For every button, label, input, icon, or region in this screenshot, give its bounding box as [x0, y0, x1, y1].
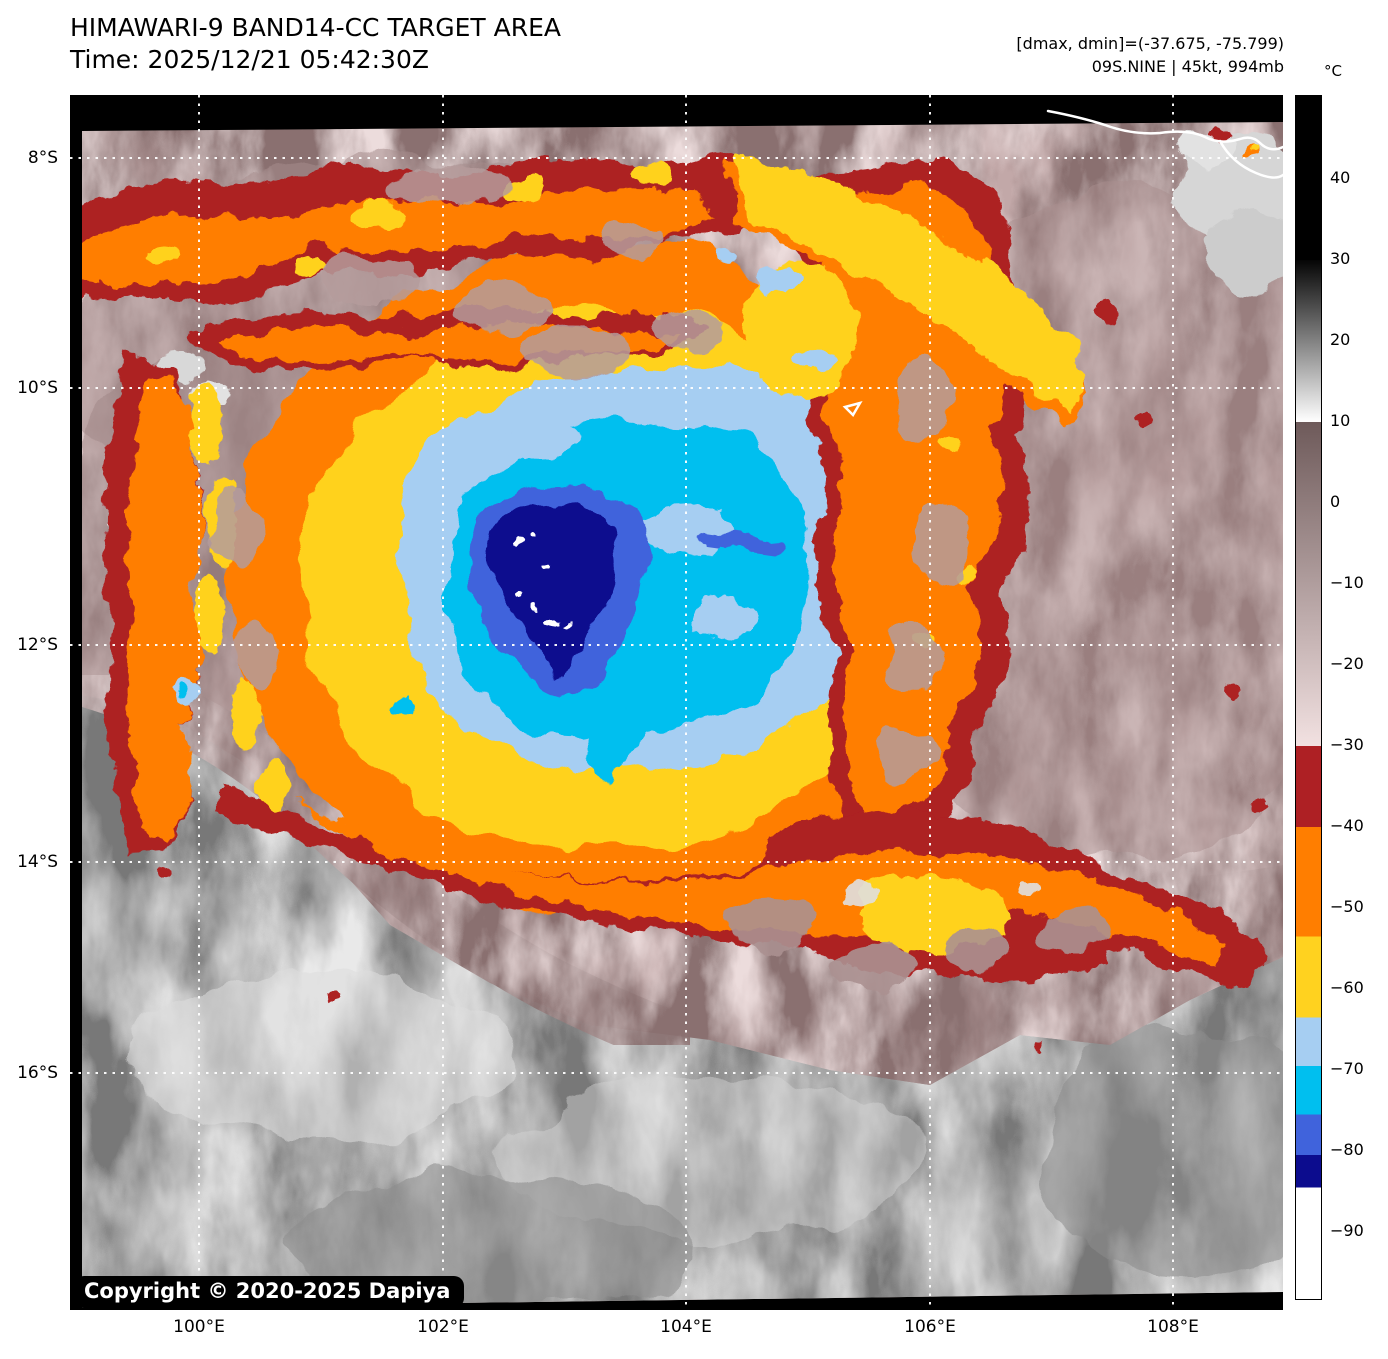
colorbar-tick-label: 30: [1330, 249, 1351, 268]
longitude-axis: 100°E 102°E 104°E 106°E 108°E: [0, 1316, 1388, 1342]
lat-tick-label: 8°S: [27, 148, 58, 168]
colorbar-tick-label: −20: [1330, 654, 1364, 673]
graticule: [70, 95, 1283, 1310]
page-title: HIMAWARI-9 BAND14-CC TARGET AREA: [70, 13, 562, 42]
annotation-block: [dmax, dmin]=(-37.675, -75.799) 09S.NINE…: [1016, 32, 1284, 78]
storm-intensity-readout: 09S.NINE | 45kt, 994mb: [1091, 57, 1284, 76]
colorbar-tick-label: −90: [1330, 1221, 1364, 1240]
colorbar-tick-label: 0: [1330, 492, 1341, 511]
colorbar: [1295, 95, 1322, 1300]
lon-tick-label: 104°E: [660, 1317, 712, 1337]
satellite-data-region: [82, 122, 1283, 1308]
lat-tick-label: 12°S: [17, 635, 58, 655]
colorbar-tick-label: −70: [1330, 1059, 1364, 1078]
colorbar-tick-label: −10: [1330, 573, 1364, 592]
colorbar-tick-label: −80: [1330, 1140, 1364, 1159]
colorbar-tick-label: 10: [1330, 411, 1351, 430]
rainbands-yellow: [147, 147, 1262, 952]
coastal-cloud-cluster: [1173, 129, 1283, 292]
lat-tick-label: 14°S: [17, 852, 58, 872]
latitude-axis: 8°S 10°S 12°S 14°S 16°S: [0, 0, 64, 1359]
satellite-image: [70, 95, 1283, 1310]
island-outline: [842, 401, 863, 418]
colorbar-tick-label: 40: [1330, 168, 1351, 187]
colorbar-tick-label: −50: [1330, 897, 1364, 916]
colorbar-tick-label: 20: [1330, 330, 1351, 349]
lat-tick-label: 16°S: [17, 1063, 58, 1083]
coastline: [842, 109, 1283, 418]
coldest-navy-core: [489, 502, 616, 675]
title-block: HIMAWARI-9 BAND14-CC TARGET AREA Time: 2…: [70, 12, 561, 76]
copyright-badge: Copyright © 2020-2025 Dapiya: [74, 1276, 465, 1308]
lat-tick-label: 10°S: [17, 378, 58, 398]
lon-tick-label: 102°E: [417, 1317, 469, 1337]
lon-tick-label: 108°E: [1147, 1317, 1199, 1337]
colorbar-unit-label: °C: [1324, 62, 1342, 80]
stratus-gray-mass: [82, 693, 1283, 1308]
overshooting-top-specks: [510, 531, 570, 625]
colorbar-tick-label: −60: [1330, 978, 1364, 997]
colorbar-ticks: 40 30 20 10 0 −10 −20 −30 −40 −50 −60 −70 −80 −90: [1330, 95, 1386, 1298]
colorbar-tick-label: −40: [1330, 816, 1364, 835]
lon-tick-label: 100°E: [173, 1317, 225, 1337]
satellite-map: [70, 95, 1283, 1310]
timestamp: Time: 2025/12/21 05:42:30Z: [70, 45, 429, 74]
lon-tick-label: 106°E: [904, 1317, 956, 1337]
dmax-dmin-readout: [dmax, dmin]=(-37.675, -75.799): [1016, 34, 1284, 53]
cyclone-cdo: [228, 245, 992, 915]
colorbar-tick-label: −30: [1330, 735, 1364, 754]
